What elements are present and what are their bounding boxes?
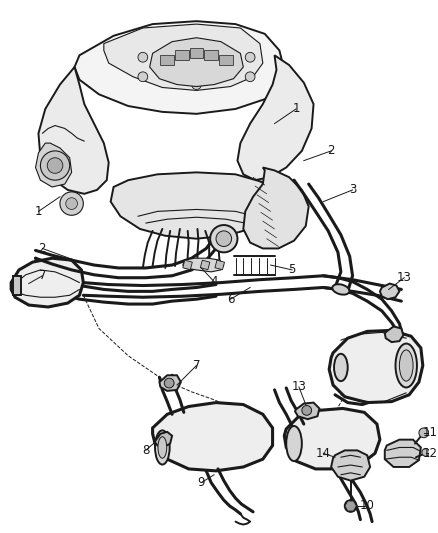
Circle shape	[164, 378, 174, 388]
Polygon shape	[385, 440, 421, 467]
Text: 7: 7	[193, 359, 200, 372]
Polygon shape	[152, 402, 272, 471]
Polygon shape	[380, 284, 399, 299]
Bar	[190, 49, 203, 58]
Bar	[215, 260, 225, 270]
Polygon shape	[284, 408, 380, 469]
Text: 5: 5	[288, 263, 296, 277]
Polygon shape	[104, 24, 263, 91]
Ellipse shape	[158, 437, 167, 458]
Circle shape	[345, 500, 357, 512]
Circle shape	[210, 225, 237, 252]
Circle shape	[419, 428, 429, 438]
Text: 1: 1	[292, 102, 300, 116]
Circle shape	[138, 72, 148, 82]
Circle shape	[245, 52, 255, 62]
Text: 1: 1	[35, 205, 42, 218]
Circle shape	[191, 80, 201, 90]
Polygon shape	[74, 21, 284, 114]
Text: 2: 2	[327, 144, 335, 157]
Ellipse shape	[334, 354, 348, 381]
Text: 10: 10	[360, 499, 374, 513]
Polygon shape	[35, 143, 72, 187]
Text: 2: 2	[39, 242, 46, 255]
Ellipse shape	[396, 344, 417, 387]
Bar	[160, 55, 174, 65]
Bar	[200, 260, 210, 270]
Circle shape	[245, 72, 255, 82]
Text: 3: 3	[349, 183, 356, 197]
Text: 11: 11	[423, 426, 438, 439]
Text: 13: 13	[291, 381, 306, 393]
Polygon shape	[39, 67, 109, 194]
Text: 9: 9	[198, 476, 205, 489]
Text: 13: 13	[397, 271, 412, 284]
Polygon shape	[244, 167, 309, 248]
Polygon shape	[331, 450, 370, 481]
Circle shape	[191, 41, 201, 51]
Text: 8: 8	[142, 444, 149, 457]
Polygon shape	[345, 501, 357, 511]
Polygon shape	[111, 172, 272, 239]
Text: 7: 7	[39, 269, 46, 282]
Polygon shape	[385, 327, 403, 342]
Bar	[183, 260, 192, 270]
Text: 12: 12	[423, 447, 438, 460]
Circle shape	[216, 231, 232, 246]
Polygon shape	[183, 258, 224, 272]
Polygon shape	[150, 38, 244, 86]
Circle shape	[47, 158, 63, 173]
Ellipse shape	[332, 284, 350, 295]
Polygon shape	[11, 258, 83, 307]
Circle shape	[422, 448, 430, 456]
Polygon shape	[237, 55, 314, 180]
Circle shape	[60, 192, 83, 215]
Ellipse shape	[286, 426, 302, 461]
Circle shape	[66, 198, 78, 209]
Circle shape	[138, 52, 148, 62]
Bar	[219, 55, 233, 65]
Text: 6: 6	[227, 293, 234, 306]
Bar	[204, 51, 218, 60]
Circle shape	[302, 406, 311, 415]
Text: 4: 4	[210, 275, 218, 288]
Text: 14: 14	[316, 447, 331, 460]
Ellipse shape	[155, 430, 170, 465]
Bar	[175, 51, 189, 60]
Polygon shape	[329, 330, 423, 402]
Bar	[13, 276, 21, 295]
Circle shape	[40, 151, 70, 180]
Ellipse shape	[399, 350, 413, 381]
Polygon shape	[155, 432, 172, 448]
Polygon shape	[295, 402, 319, 419]
Polygon shape	[159, 375, 181, 391]
